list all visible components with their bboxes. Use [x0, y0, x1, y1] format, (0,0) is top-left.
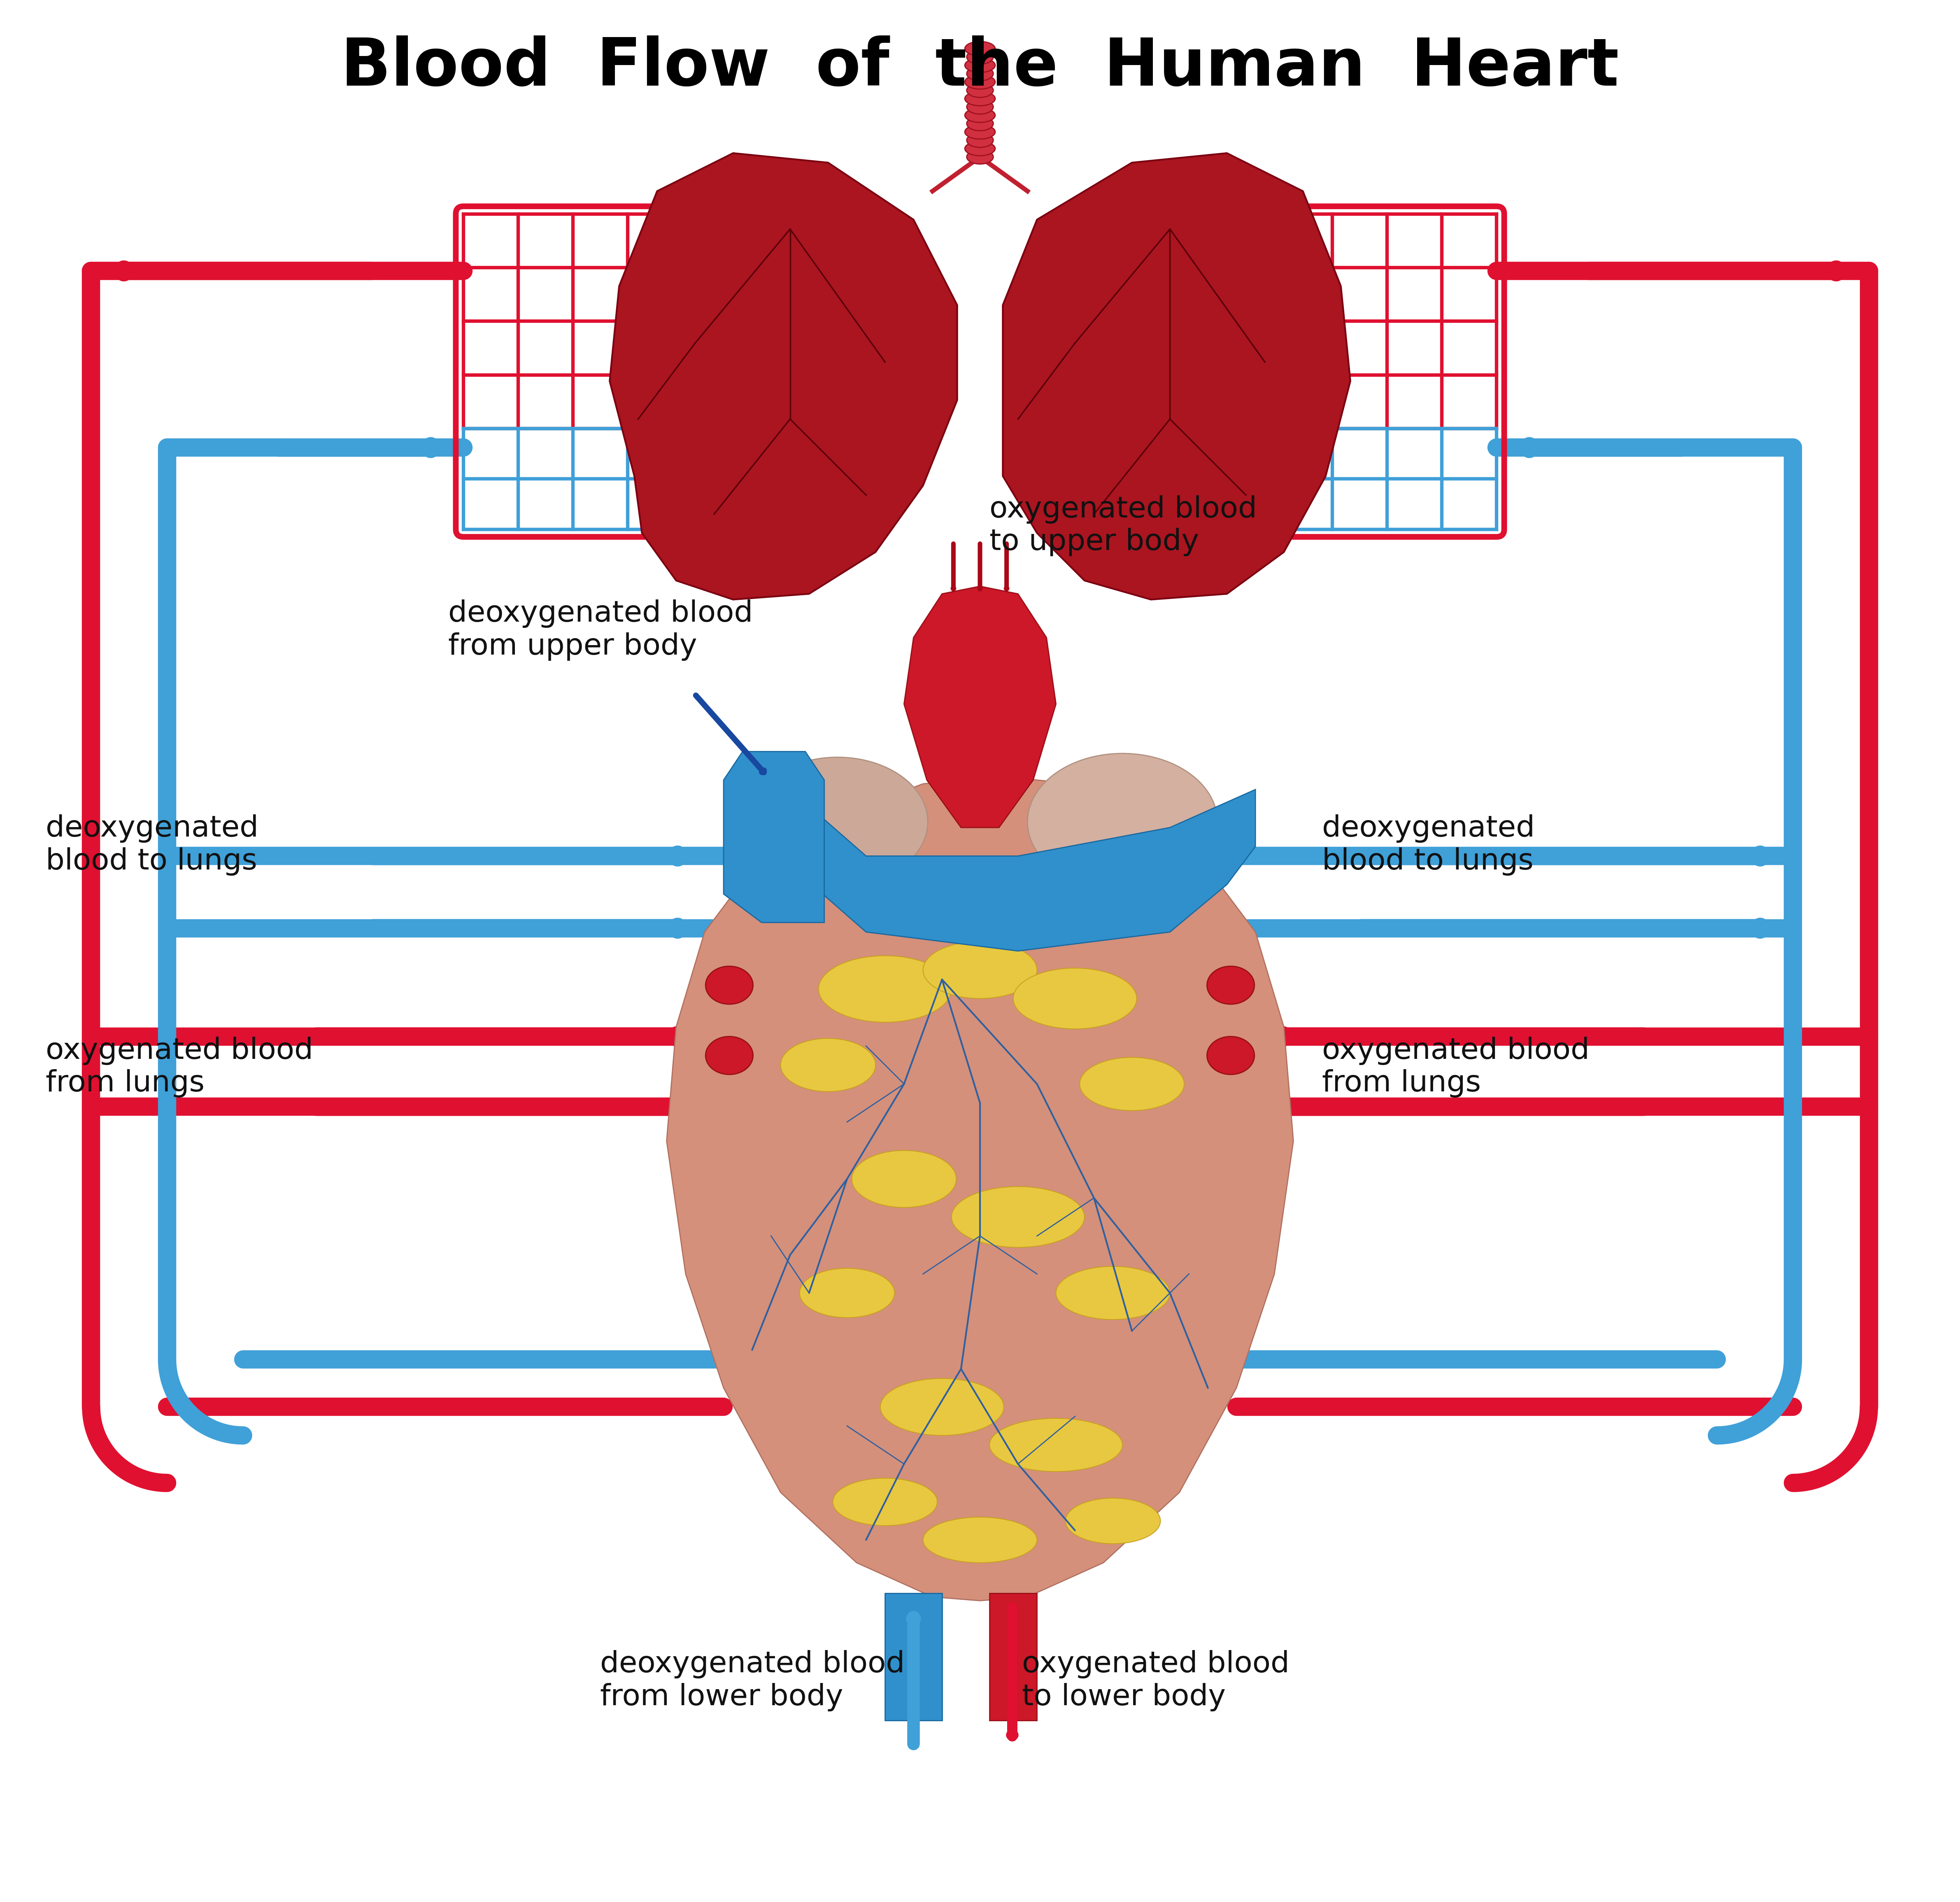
Ellipse shape	[780, 1038, 876, 1092]
Ellipse shape	[966, 49, 994, 65]
Ellipse shape	[747, 757, 927, 886]
Ellipse shape	[923, 941, 1037, 999]
Text: oxygenated blood
from lungs: oxygenated blood from lungs	[1321, 1037, 1590, 1097]
Ellipse shape	[966, 67, 994, 80]
Ellipse shape	[706, 966, 753, 1004]
Text: Blood  Flow  of  the  Human  Heart: Blood Flow of the Human Heart	[341, 36, 1619, 99]
Ellipse shape	[1066, 1499, 1160, 1544]
Polygon shape	[990, 1594, 1037, 1721]
Polygon shape	[904, 586, 1056, 827]
Ellipse shape	[966, 99, 994, 114]
Ellipse shape	[853, 1151, 956, 1208]
Ellipse shape	[706, 1037, 753, 1075]
Polygon shape	[790, 789, 1256, 951]
Ellipse shape	[966, 84, 994, 97]
Ellipse shape	[800, 1269, 894, 1318]
Ellipse shape	[966, 133, 994, 146]
Ellipse shape	[966, 116, 994, 131]
Polygon shape	[666, 776, 1294, 1601]
Text: deoxygenated
blood to lungs: deoxygenated blood to lungs	[1321, 814, 1535, 875]
Text: deoxygenated blood
from upper body: deoxygenated blood from upper body	[449, 599, 753, 660]
Ellipse shape	[964, 42, 996, 55]
Polygon shape	[1004, 154, 1350, 599]
Ellipse shape	[880, 1379, 1004, 1436]
Text: deoxygenated blood
from lower body: deoxygenated blood from lower body	[600, 1651, 906, 1712]
Text: oxygenated blood
from lungs: oxygenated blood from lungs	[45, 1037, 314, 1097]
Text: deoxygenated
blood to lungs: deoxygenated blood to lungs	[45, 814, 259, 875]
Ellipse shape	[966, 150, 994, 164]
Ellipse shape	[1080, 1058, 1184, 1111]
Ellipse shape	[964, 108, 996, 122]
Ellipse shape	[833, 1478, 937, 1525]
Ellipse shape	[1207, 966, 1254, 1004]
Ellipse shape	[1027, 753, 1217, 890]
Ellipse shape	[923, 1518, 1037, 1563]
Ellipse shape	[964, 141, 996, 156]
Polygon shape	[610, 154, 956, 599]
Ellipse shape	[1207, 1037, 1254, 1075]
Ellipse shape	[951, 1187, 1084, 1248]
Ellipse shape	[1056, 1267, 1170, 1320]
Ellipse shape	[964, 126, 996, 139]
Text: oxygenated blood
to lower body: oxygenated blood to lower body	[1021, 1651, 1290, 1712]
Polygon shape	[886, 1594, 943, 1721]
Ellipse shape	[1013, 968, 1137, 1029]
Ellipse shape	[964, 59, 996, 72]
Ellipse shape	[964, 74, 996, 89]
Text: oxygenated blood
to upper body: oxygenated blood to upper body	[990, 495, 1256, 555]
Ellipse shape	[990, 1419, 1123, 1472]
Ellipse shape	[819, 955, 951, 1021]
Ellipse shape	[964, 91, 996, 107]
Polygon shape	[723, 751, 825, 922]
